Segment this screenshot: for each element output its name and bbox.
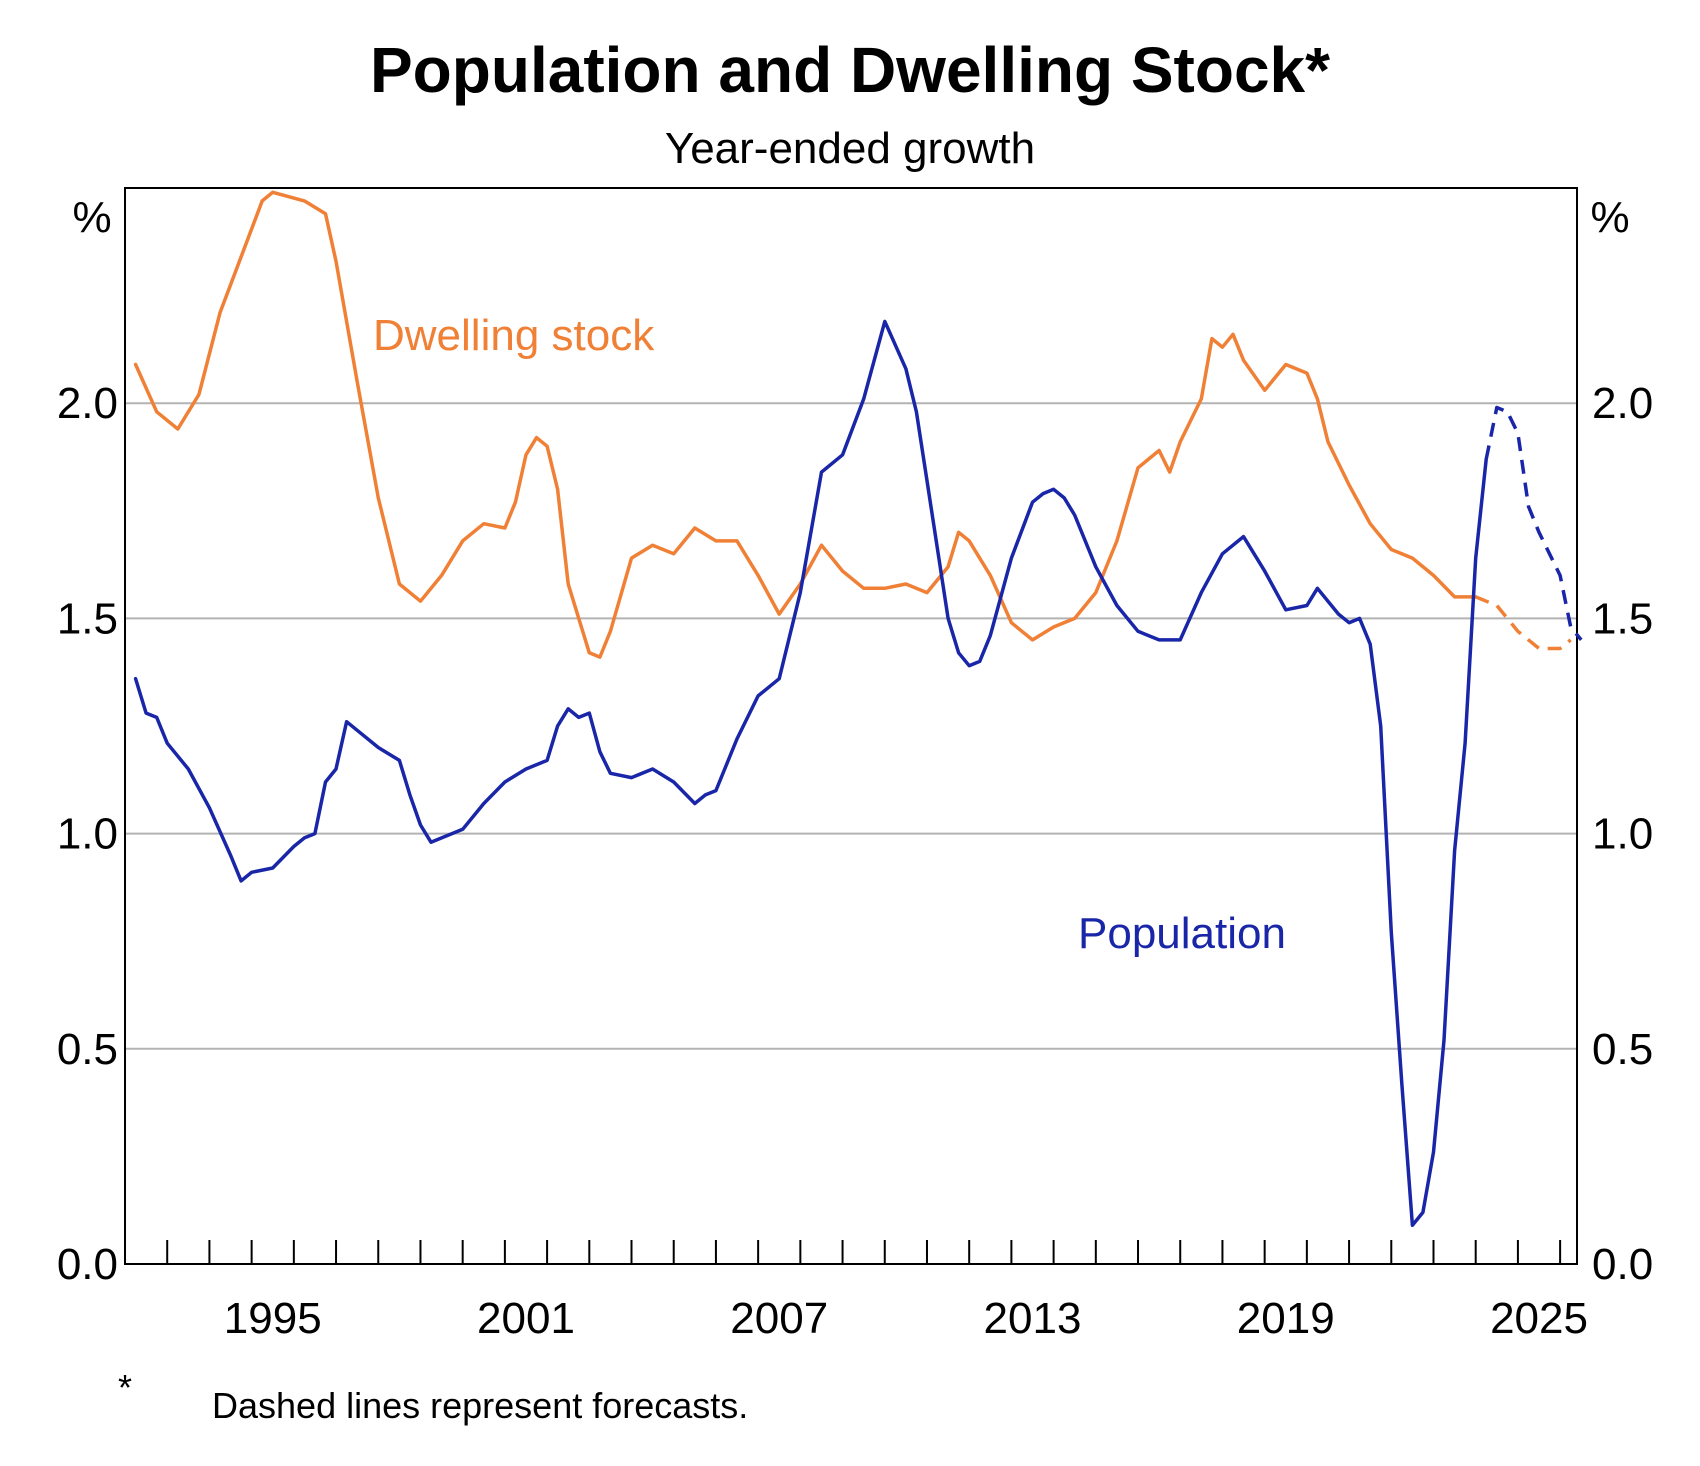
series-lines bbox=[133, 190, 1583, 1228]
x-tick-label: 1995 bbox=[224, 1294, 322, 1343]
y-tick-label-left: 1.5 bbox=[57, 594, 118, 643]
x-tick-label: 2025 bbox=[1490, 1294, 1588, 1343]
y-tick-label-left: 0.5 bbox=[57, 1025, 118, 1074]
series-label-population: Population bbox=[1078, 909, 1286, 958]
population-actual-line bbox=[133, 319, 1488, 1228]
x-tick-label: 2019 bbox=[1237, 1294, 1335, 1343]
y-tick-label-left: 1.0 bbox=[57, 810, 118, 859]
y-tick-label-right: 0.0 bbox=[1592, 1240, 1653, 1289]
y-unit-right: % bbox=[1590, 193, 1629, 242]
y-tick-label-left: 2.0 bbox=[57, 379, 118, 428]
dwelling-stock-forecast-line bbox=[1475, 595, 1572, 651]
x-tick-label: 2001 bbox=[477, 1294, 575, 1343]
footnote-marker: * bbox=[118, 1367, 132, 1408]
footnote-text: Dashed lines represent forecasts. bbox=[212, 1385, 748, 1426]
x-axis-ticks: 1995 2001 2007 2013 2019 2025 bbox=[124, 1240, 1588, 1343]
chart-title: Population and Dwelling Stock* bbox=[370, 34, 1330, 106]
y-axis-ticks: 0.0 0.0 0.5 0.5 1.0 1.0 1.5 1.5 2.0 2.0 bbox=[57, 379, 1653, 1289]
y-tick-label-right: 0.5 bbox=[1592, 1025, 1653, 1074]
gridlines bbox=[125, 402, 1577, 1050]
plot-frame bbox=[124, 187, 1578, 1265]
y-unit-left: % bbox=[72, 193, 111, 242]
population-forecast-line bbox=[1484, 405, 1583, 642]
series-label-dwelling-stock: Dwelling stock bbox=[373, 311, 655, 360]
y-tick-label-right: 1.5 bbox=[1592, 594, 1653, 643]
dwelling-stock-actual-line bbox=[133, 190, 1478, 659]
x-tick-label: 2013 bbox=[984, 1294, 1082, 1343]
chart-subtitle: Year-ended growth bbox=[665, 124, 1035, 173]
x-tick-label: 2007 bbox=[730, 1294, 828, 1343]
y-tick-label-right: 1.0 bbox=[1592, 810, 1653, 859]
y-tick-label-left: 0.0 bbox=[57, 1240, 118, 1289]
y-tick-label-right: 2.0 bbox=[1592, 379, 1653, 428]
